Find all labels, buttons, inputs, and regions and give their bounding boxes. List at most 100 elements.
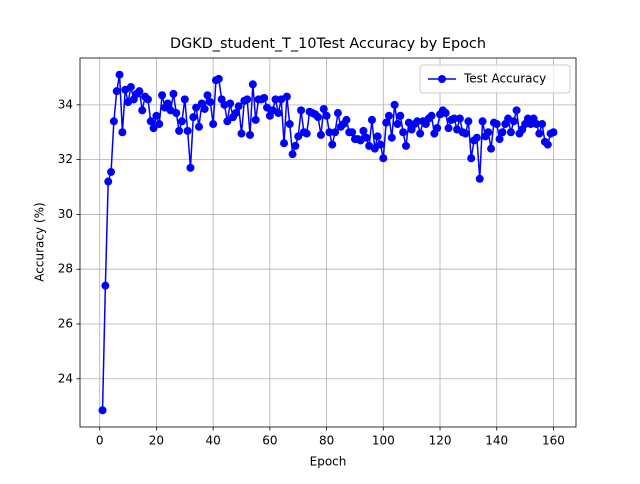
- data-point: [359, 126, 368, 135]
- y-tick-label: 28: [58, 262, 73, 276]
- data-point: [104, 177, 113, 186]
- data-point: [532, 120, 541, 129]
- data-point: [495, 135, 504, 144]
- data-point: [472, 133, 481, 142]
- data-point: [538, 120, 547, 129]
- data-point: [282, 92, 291, 101]
- y-tick-label: 24: [58, 371, 73, 385]
- data-point: [444, 124, 453, 133]
- data-point: [487, 144, 496, 153]
- data-point: [387, 133, 396, 142]
- data-point: [535, 129, 544, 138]
- data-point: [135, 87, 144, 96]
- data-point: [158, 91, 167, 100]
- data-point: [194, 122, 203, 131]
- data-point: [274, 109, 283, 118]
- data-point: [325, 128, 334, 137]
- data-point: [333, 109, 342, 118]
- legend-label: Test Accuracy: [463, 72, 546, 86]
- data-point: [226, 99, 235, 108]
- y-tick-label: 30: [58, 207, 73, 221]
- data-point: [382, 118, 391, 127]
- x-tick-label: 160: [542, 434, 565, 448]
- x-tick-label: 80: [319, 434, 334, 448]
- data-point: [251, 115, 260, 124]
- data-point: [203, 91, 212, 100]
- data-point: [512, 106, 521, 115]
- data-point: [177, 117, 186, 126]
- data-point: [433, 124, 442, 133]
- data-point: [107, 167, 116, 176]
- x-tick-label: 100: [372, 434, 395, 448]
- data-point: [509, 117, 518, 126]
- data-point: [362, 133, 371, 142]
- data-point: [186, 163, 195, 172]
- data-point: [464, 117, 473, 126]
- data-point: [189, 113, 198, 122]
- x-tick-label: 40: [206, 434, 221, 448]
- plot-frame: [79, 57, 577, 428]
- data-point: [155, 120, 164, 129]
- data-point: [146, 117, 155, 126]
- data-point: [297, 106, 306, 115]
- data-point: [101, 281, 110, 290]
- data-point: [234, 102, 243, 111]
- data-point: [484, 128, 493, 137]
- data-point: [475, 174, 484, 183]
- data-point: [291, 141, 300, 150]
- data-point: [294, 132, 303, 141]
- data-point: [543, 140, 552, 149]
- data-point: [246, 130, 255, 139]
- data-point: [175, 126, 184, 135]
- data-point: [413, 117, 422, 126]
- data-point: [260, 93, 269, 102]
- data-point: [192, 103, 201, 112]
- y-tick-label: 26: [58, 316, 73, 330]
- data-point: [285, 120, 294, 129]
- data-point: [248, 80, 257, 89]
- data-point: [163, 99, 172, 108]
- data-point: [209, 120, 218, 129]
- data-point: [370, 144, 379, 153]
- data-point: [223, 117, 232, 126]
- data-point: [441, 109, 450, 118]
- data-point: [280, 139, 289, 148]
- data-point: [288, 150, 297, 159]
- data-point: [427, 111, 436, 120]
- data-point: [237, 129, 246, 138]
- data-point: [271, 95, 280, 104]
- y-axis-label: Accuracy (%): [33, 202, 47, 281]
- data-point: [138, 106, 147, 115]
- data-point: [498, 128, 507, 137]
- data-point: [183, 126, 192, 135]
- chart-title: DGKD_student_T_10Test Accuracy by Epoch: [170, 36, 486, 52]
- data-point: [348, 128, 357, 137]
- data-point: [376, 140, 385, 149]
- data-point: [243, 95, 252, 104]
- data-point: [231, 109, 240, 118]
- data-point: [390, 100, 399, 109]
- data-point: [467, 154, 476, 163]
- data-point: [416, 129, 425, 138]
- data-point: [461, 129, 470, 138]
- data-point: [172, 109, 181, 118]
- data-point: [206, 98, 215, 107]
- data-point: [169, 89, 178, 98]
- data-point: [302, 129, 311, 138]
- data-point: [492, 120, 501, 129]
- data-point: [180, 95, 189, 104]
- data-point: [455, 114, 464, 123]
- data-point: [322, 111, 331, 120]
- data-point: [214, 74, 223, 83]
- data-point: [319, 104, 328, 113]
- data-point: [379, 154, 388, 163]
- data-point: [450, 114, 459, 123]
- x-tick-label: 60: [262, 434, 277, 448]
- data-point: [384, 111, 393, 120]
- data-point: [401, 141, 410, 150]
- data-point: [478, 117, 487, 126]
- x-tick-label: 140: [485, 434, 508, 448]
- data-point: [149, 124, 158, 133]
- data-point: [316, 130, 325, 139]
